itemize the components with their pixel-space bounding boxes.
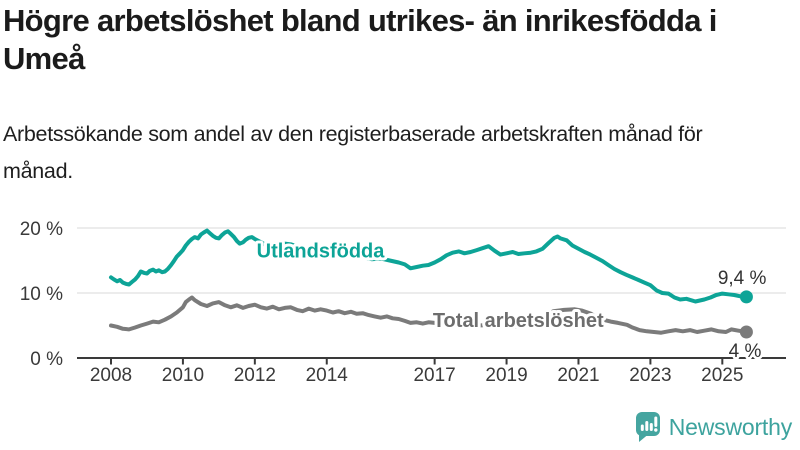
x-tick-label: 2019 (485, 365, 527, 386)
x-tick-label: 2014 (306, 365, 349, 386)
x-tick-label: 2012 (234, 365, 276, 386)
end-dot-total-arbetsl-shet (739, 325, 753, 339)
page-title: Högre arbetslöshet bland utrikes- än inr… (3, 3, 717, 76)
y-tick-label: 10 % (20, 284, 63, 305)
x-tick-label: 2023 (629, 365, 671, 386)
end-value-label-total-arbetsl-shet: 4 % (729, 341, 762, 362)
series-label-total-arbetsl-shet: Total arbetslöshet (433, 310, 604, 332)
end-dot-utlandsf-dda (739, 290, 753, 304)
x-tick-label: 2021 (557, 365, 599, 386)
newsworthy-brand: Newsworthy (635, 411, 792, 444)
y-tick-label: 0 % (30, 349, 63, 370)
x-tick-label: 2017 (413, 365, 455, 386)
series-line-total-arbetsl-shet (109, 295, 749, 335)
y-tick-label: 20 % (20, 219, 63, 240)
x-tick-label: 2008 (90, 365, 132, 386)
unemployment-line-chart: 2008 2010 2012 2014 2017 2019 2021 2023 2025 0 % 1… (20, 219, 786, 386)
brand-name: Newsworthy (668, 414, 792, 440)
newsworthy-logo-icon (635, 412, 660, 442)
end-value-label-utlandsf-dda: 9,4 % (718, 268, 767, 289)
series-line-utlandsf-dda (109, 228, 749, 304)
series-label-utlandsf-dda: Utlandsfödda (257, 240, 386, 262)
chart-subtitle: Arbetssökande som andel av den registerb… (3, 122, 703, 183)
x-tick-label: 2025 (701, 365, 743, 386)
x-tick-label: 2010 (162, 365, 204, 386)
